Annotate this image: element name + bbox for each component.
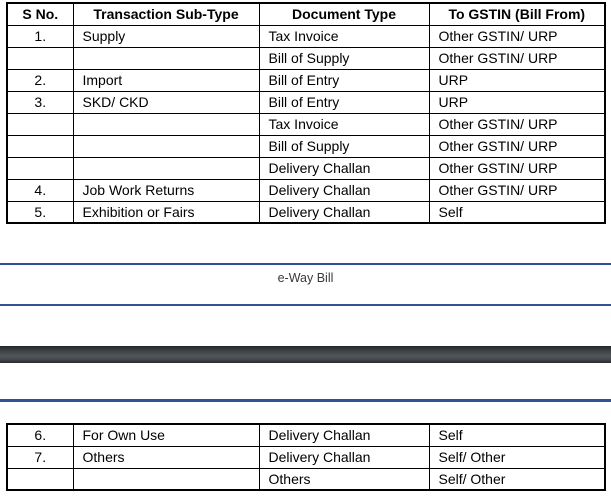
transaction-subtype-table: S No. Transaction Sub-Type Document Type To…	[6, 2, 606, 224]
table-header-row: S No. Transaction Sub-Type Document Type To…	[6, 2, 606, 26]
table-row: Bill of Supply Other GSTIN/ URP	[6, 46, 606, 70]
table-row: 1. Supply Tax Invoice Other GSTIN/ URP	[6, 24, 606, 48]
table-cell: Tax Invoice	[258, 24, 430, 48]
table-cell: 3.	[6, 90, 74, 114]
footer-bottom-rule	[0, 304, 611, 306]
table-cell: Supply	[72, 24, 260, 48]
page-footer-text: e-Way Bill	[277, 271, 334, 285]
table-cell: Self	[428, 423, 606, 447]
table-cell	[72, 46, 260, 70]
table-cell: URP	[428, 90, 606, 114]
table-cell: Other GSTIN/ URP	[428, 112, 606, 136]
table-cell: Tax Invoice	[258, 112, 430, 136]
table-row: Tax Invoice Other GSTIN/ URP	[6, 112, 606, 136]
table-cell: Other GSTIN/ URP	[428, 134, 606, 158]
table-cell: Other GSTIN/ URP	[428, 178, 606, 202]
table-cell	[72, 134, 260, 158]
table-cell: Self/ Other	[428, 445, 606, 469]
table-cell: Other GSTIN/ URP	[428, 46, 606, 70]
table-cell	[6, 46, 74, 70]
table-cell	[72, 467, 260, 491]
table-cell: 1.	[6, 24, 74, 48]
table-cell: Job Work Returns	[72, 178, 260, 202]
table-cell: Delivery Challan	[258, 200, 430, 224]
table-cell: SKD/ CKD	[72, 90, 260, 114]
table-row: 7. Others Delivery Challan Self/ Other	[6, 445, 606, 469]
table-cell: Bill of Entry	[258, 90, 430, 114]
table-row: Others Self/ Other	[6, 467, 606, 491]
page2-header-rule	[0, 399, 611, 402]
table-row: 3. SKD/ CKD Bill of Entry URP	[6, 90, 606, 114]
table-cell: 5.	[6, 200, 74, 224]
table-cell: Import	[72, 68, 260, 92]
table-row: Bill of Supply Other GSTIN/ URP	[6, 134, 606, 158]
table-cell: Self	[428, 200, 606, 224]
table-cell: Other GSTIN/ URP	[428, 156, 606, 180]
table-cell: 4.	[6, 178, 74, 202]
table-header-cell: Transaction Sub-Type	[72, 2, 260, 26]
table-row: 4. Job Work Returns Delivery Challan Other …	[6, 178, 606, 202]
table-cell: Bill of Supply	[258, 134, 430, 158]
table-row: 2. Import Bill of Entry URP	[6, 68, 606, 92]
table-row: Delivery Challan Other GSTIN/ URP	[6, 156, 606, 180]
table-header-cell: To GSTIN (Bill From)	[428, 2, 606, 26]
table-cell: 2.	[6, 68, 74, 92]
table-cell	[72, 156, 260, 180]
table-cell: Other GSTIN/ URP	[428, 24, 606, 48]
table-cell: Delivery Challan	[258, 445, 430, 469]
dark-separator-bar	[0, 346, 611, 363]
transaction-subtype-table-continued: 6. For Own Use Delivery Challan Self 7. Other…	[6, 423, 606, 491]
table-cell: Delivery Challan	[258, 178, 430, 202]
table-cell: Delivery Challan	[258, 423, 430, 447]
table-cell: Self/ Other	[428, 467, 606, 491]
table-row: 6. For Own Use Delivery Challan Self	[6, 423, 606, 447]
table-cell	[6, 467, 74, 491]
table-cell: 6.	[6, 423, 74, 447]
table-cell: For Own Use	[72, 423, 260, 447]
table-cell: 7.	[6, 445, 74, 469]
table-cell: URP	[428, 68, 606, 92]
table-cell: Delivery Challan	[258, 156, 430, 180]
table-cell	[6, 134, 74, 158]
table-header-cell: S No.	[6, 2, 74, 26]
footer-top-rule	[0, 263, 611, 265]
table-cell: Exhibition or Fairs	[72, 200, 260, 224]
table-cell	[72, 112, 260, 136]
table-cell	[6, 156, 74, 180]
table-header-cell: Document Type	[258, 2, 430, 26]
table-header-row: S No. Transaction Sub-Type Document Type To…	[6, 2, 606, 26]
table-cell: Others	[258, 467, 430, 491]
table-cell: Bill of Entry	[258, 68, 430, 92]
table-cell: Bill of Supply	[258, 46, 430, 70]
table-row: 5. Exhibition or Fairs Delivery Challan Sel…	[6, 200, 606, 224]
table-cell: Others	[72, 445, 260, 469]
table-cell	[6, 112, 74, 136]
